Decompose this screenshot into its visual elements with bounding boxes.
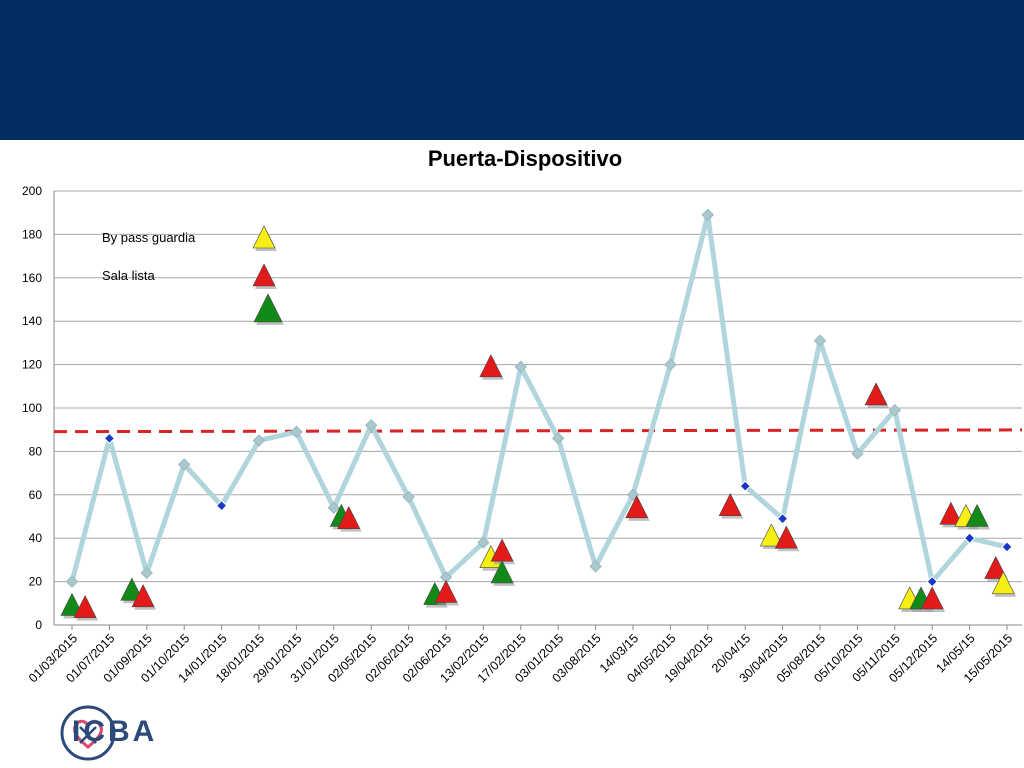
top-banner bbox=[0, 0, 1024, 140]
data-point bbox=[776, 512, 789, 525]
data-point bbox=[402, 490, 415, 504]
red-triangle-marker bbox=[774, 525, 798, 549]
icba-logo-icon bbox=[60, 705, 116, 761]
data-point bbox=[364, 419, 378, 432]
red-triangle-marker bbox=[73, 594, 97, 618]
data-point bbox=[813, 334, 827, 347]
data-point bbox=[252, 434, 266, 447]
green-triangle-marker bbox=[60, 592, 84, 616]
red-triangle-marker bbox=[479, 354, 503, 378]
reference-line bbox=[53, 428, 1023, 434]
data-point bbox=[701, 208, 715, 222]
data-point bbox=[739, 480, 751, 492]
red-triangle-marker bbox=[718, 492, 742, 516]
logo-text: ICBA bbox=[72, 715, 158, 748]
green-triangle-marker bbox=[120, 577, 144, 601]
data-point bbox=[963, 532, 976, 544]
red-triangle-marker bbox=[131, 584, 155, 608]
y-tick-label: 20 bbox=[29, 575, 43, 589]
reference-line-group bbox=[53, 428, 1023, 434]
chart-title: Puerta-Dispositivo bbox=[427, 146, 623, 171]
legend-swatch bbox=[253, 293, 283, 323]
yellow-triangle-marker bbox=[759, 523, 783, 547]
markers-group bbox=[60, 354, 1017, 621]
legend-swatch bbox=[252, 225, 276, 249]
data-point bbox=[290, 425, 303, 439]
data-point bbox=[888, 403, 902, 417]
y-tick-label: 120 bbox=[22, 358, 42, 372]
y-tick-labels: 0 20 40 60 80 100 120 140 160 180 200 bbox=[22, 184, 42, 632]
red-triangle-marker bbox=[939, 501, 963, 525]
y-tick-label: 0 bbox=[35, 618, 42, 632]
chart-grid bbox=[53, 190, 1022, 630]
red-triangle-marker bbox=[625, 495, 649, 519]
y-tick-label: 140 bbox=[22, 314, 42, 328]
green-triangle-marker bbox=[490, 560, 514, 584]
series-line bbox=[69, 212, 1008, 585]
chart: 0 20 40 60 80 100 120 140 160 180 200 01/03/201501… bbox=[22, 184, 1023, 685]
x-tick-labels: 01/03/201501/07/201501/09/201501/10/2015… bbox=[26, 631, 1015, 685]
y-tick-label: 60 bbox=[29, 488, 43, 502]
y-tick-label: 100 bbox=[22, 401, 42, 415]
green-triangle-marker bbox=[965, 503, 989, 527]
data-point bbox=[477, 536, 490, 549]
red-triangle-marker bbox=[864, 382, 888, 406]
data-point bbox=[103, 432, 116, 445]
y-tick-label: 160 bbox=[22, 271, 42, 285]
legend-swatch bbox=[252, 263, 276, 287]
data-point bbox=[514, 360, 528, 373]
series-group bbox=[65, 208, 1013, 588]
data-point bbox=[664, 358, 677, 371]
data-point bbox=[851, 447, 864, 460]
y-tick-label: 80 bbox=[29, 444, 43, 458]
data-point bbox=[140, 566, 154, 580]
red-triangle-marker bbox=[337, 505, 361, 529]
y-tick-label: 180 bbox=[22, 227, 42, 241]
red-triangle-marker bbox=[920, 586, 944, 610]
legend-label: By pass guardia bbox=[102, 230, 196, 245]
y-tick-label: 200 bbox=[22, 184, 42, 198]
data-point bbox=[65, 575, 79, 588]
yellow-triangle-marker bbox=[991, 571, 1015, 595]
legend-label: Sala lista bbox=[102, 268, 156, 283]
data-point bbox=[551, 432, 565, 445]
red-triangle-marker bbox=[490, 538, 514, 562]
legend: By pass guardia Sala lista bbox=[102, 225, 284, 325]
red-triangle-marker bbox=[984, 555, 1008, 579]
data-point bbox=[1001, 541, 1013, 553]
data-point bbox=[215, 499, 228, 512]
y-tick-label: 40 bbox=[29, 531, 43, 545]
data-point bbox=[327, 501, 341, 515]
data-point bbox=[177, 458, 191, 471]
red-triangle-marker bbox=[434, 579, 458, 603]
data-point bbox=[589, 560, 602, 573]
